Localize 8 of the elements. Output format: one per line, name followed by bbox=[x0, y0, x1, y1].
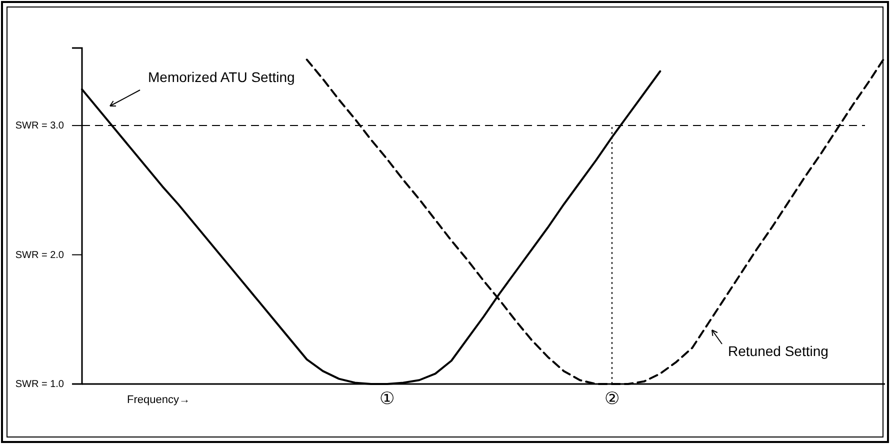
y-tick-label: SWR = 2.0 bbox=[15, 250, 64, 261]
y-tick-label: SWR = 1.0 bbox=[15, 379, 64, 390]
x-axis-title: Frequency→ bbox=[127, 394, 190, 406]
x-tick-label: ① bbox=[380, 389, 395, 408]
x-tick-label: ② bbox=[604, 389, 620, 408]
annotation: Retuned Setting bbox=[728, 343, 828, 359]
y-tick-label: SWR = 3.0 bbox=[15, 120, 64, 132]
annotation: Memorized ATU Setting bbox=[148, 69, 295, 85]
